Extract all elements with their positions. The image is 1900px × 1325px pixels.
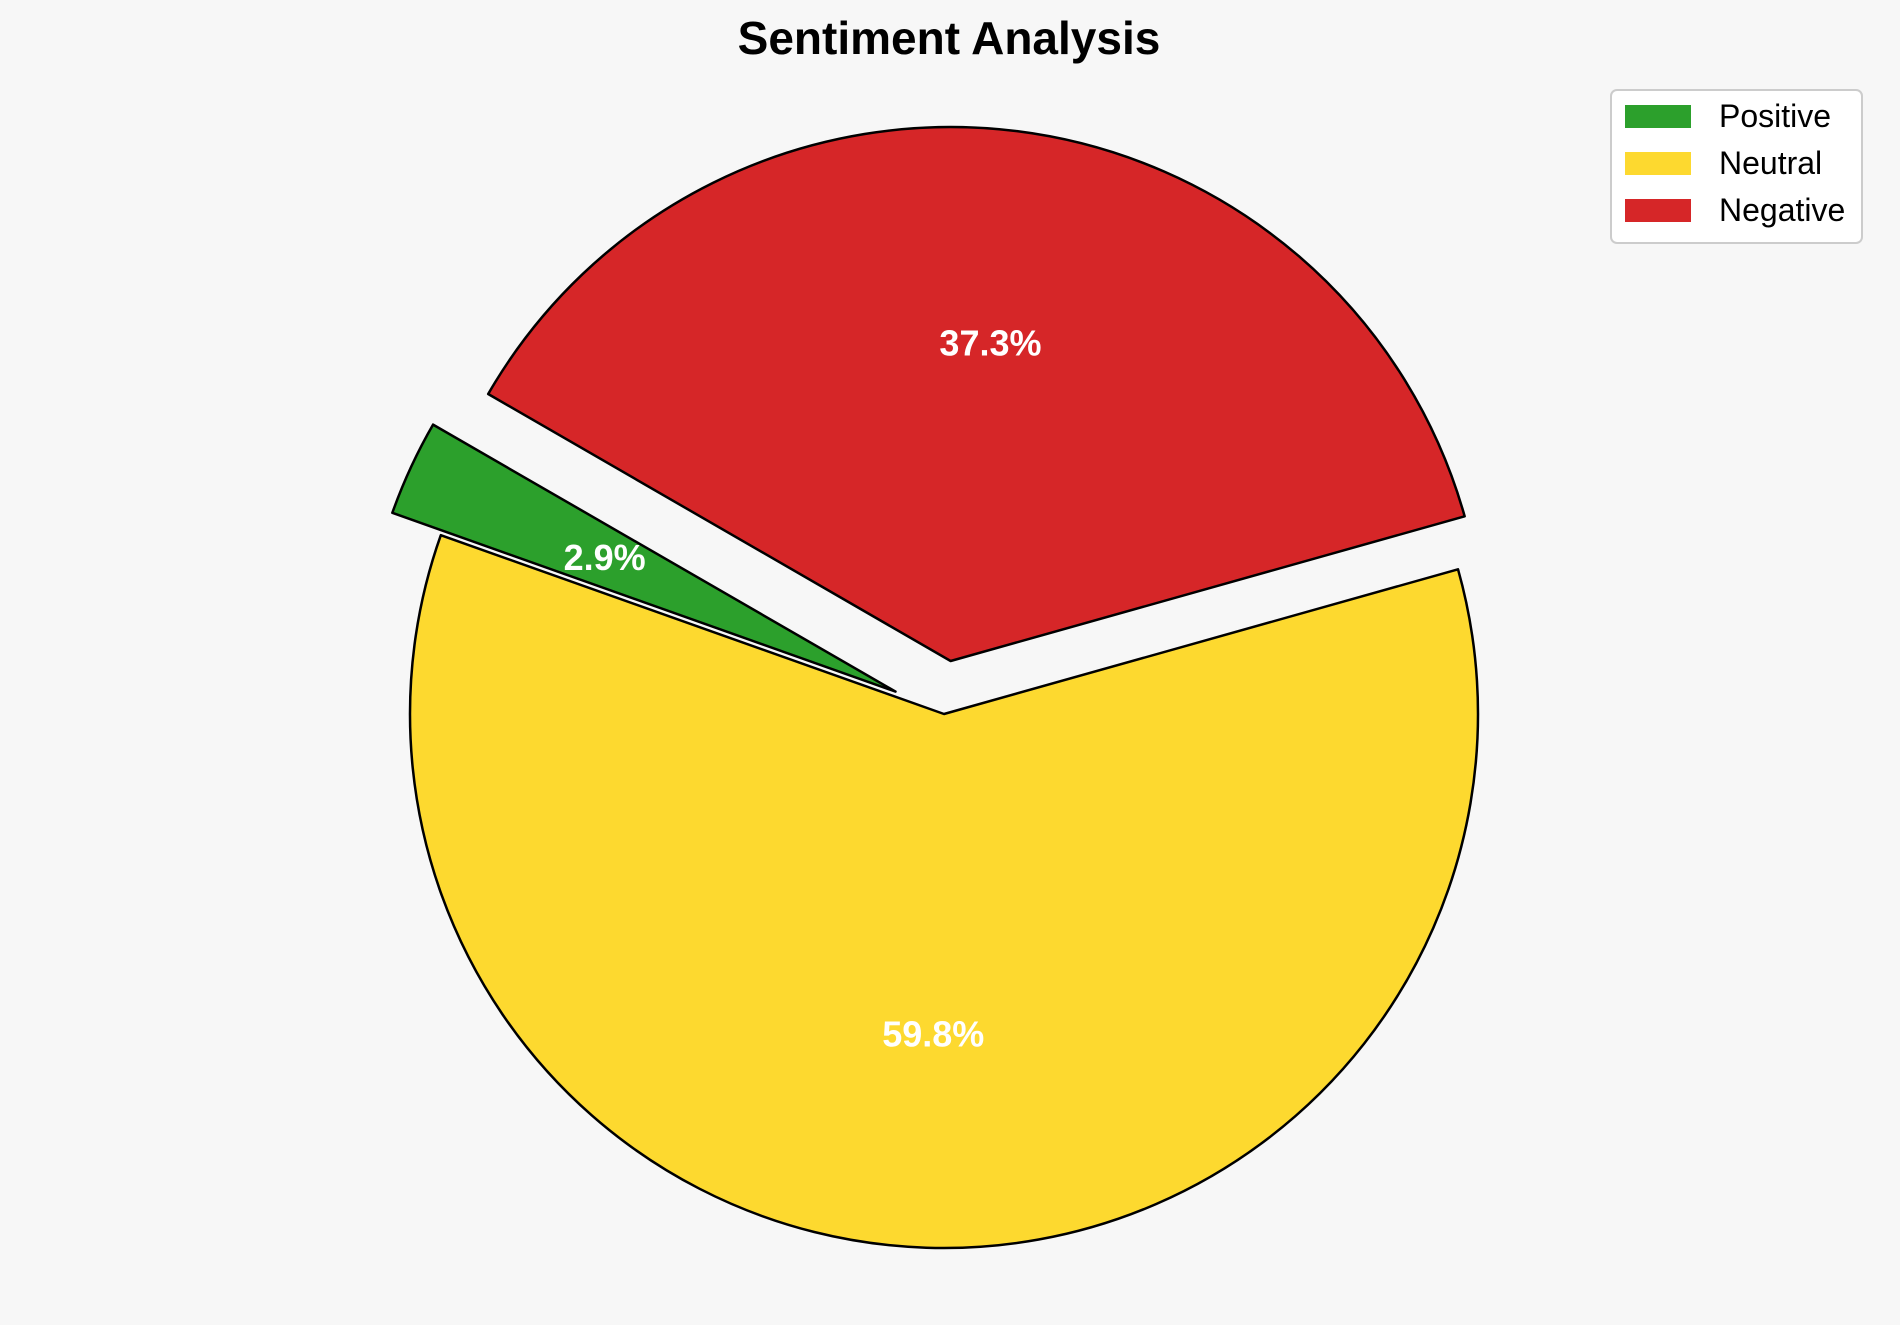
legend-swatch-positive [1625,105,1691,128]
pie-slice-negative [486,125,1466,663]
slice-label-neutral: 59.8% [882,1014,984,1055]
legend-label-negative: Negative [1719,192,1845,228]
pie-slice-neutral [408,533,1480,1250]
pie-slices [391,125,1480,1250]
pie-slice-positive [391,423,897,693]
legend-entries: Positive Neutral Negative [1625,98,1845,228]
legend-swatch-negative [1625,199,1691,222]
slice-label-positive: 2.9% [564,537,646,578]
legend-swatch-neutral [1625,152,1691,175]
slice-label-negative: 37.3% [939,323,1041,364]
pie-slice-labels: 2.9% 59.8% 37.3% [564,323,1042,1055]
legend-label-neutral: Neutral [1719,145,1822,181]
chart-title: Sentiment Analysis [738,12,1161,64]
legend-label-positive: Positive [1719,98,1831,134]
legend: Positive Neutral Negative [1610,89,1863,244]
